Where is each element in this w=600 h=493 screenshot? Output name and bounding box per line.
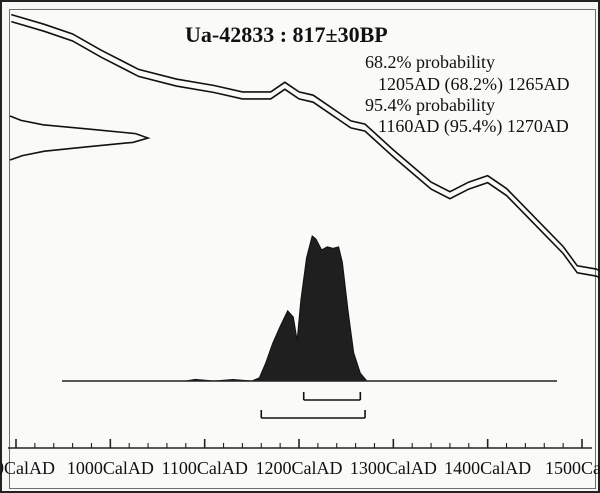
probability-label-68: 68.2% probability [365, 52, 495, 72]
x-axis-tick-label: 1400CalAD [444, 458, 531, 478]
radiocarbon-profile-curve [10, 116, 148, 160]
x-axis-tick-label: 1200CalAD [256, 458, 343, 478]
x-axis-tick-label: 1300CalAD [350, 458, 437, 478]
chart-plot-frame [9, 9, 596, 489]
probability-range-95: 1160AD (95.4%) 1270AD [378, 116, 569, 137]
probability-range-68: 1205AD (68.2%) 1265AD [378, 74, 569, 95]
radiocarbon-profile-group [10, 116, 148, 160]
probability-label-95: 95.4% probability [365, 95, 495, 115]
probability-ranges-group [260, 392, 366, 419]
range-bracket-95 [260, 410, 366, 419]
chart-title: Ua-42833 : 817±30BP [185, 22, 388, 47]
x-axis-tick-label: 1500CalA [545, 458, 600, 478]
calibration-curve-lower [11, 22, 600, 289]
x-axis-tick-label: 1100CalAD [162, 458, 248, 478]
probability-distribution-group [62, 235, 557, 382]
x-axis-group: 900CalAD 1000CalAD 1100CalAD 1200CalAD 1300C… [0, 439, 600, 478]
calibration-curve-group [11, 15, 600, 289]
calibration-curve-upper [11, 15, 600, 282]
range-bracket-68 [302, 392, 362, 401]
probability-distribution-area [185, 235, 368, 382]
x-axis-tick-label: 1000CalAD [67, 458, 154, 478]
x-axis-tick-label: 900CalAD [0, 458, 55, 478]
